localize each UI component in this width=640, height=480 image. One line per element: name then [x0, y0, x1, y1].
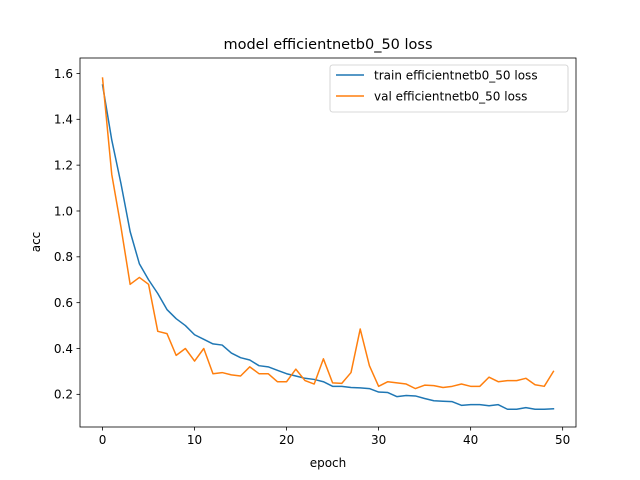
y-tick-label-0: 0.2 — [54, 388, 73, 402]
x-axis-label: epoch — [310, 456, 347, 470]
series-line-0 — [101, 84, 555, 410]
y-tick-label-5: 1.2 — [54, 158, 73, 172]
axes-frame — [79, 57, 577, 428]
x-tick-label-2: 20 — [279, 433, 294, 447]
y-tick-label-3: 0.8 — [54, 250, 73, 264]
legend: train efficientnetb0_50 loss val efficien… — [329, 64, 569, 113]
y-tick-label-1: 0.4 — [54, 342, 73, 356]
series-line-1 — [101, 77, 555, 390]
x-tick-label-0: 0 — [99, 433, 107, 447]
legend-box — [329, 64, 569, 113]
chart-title: model efficientnetb0_50 loss — [223, 37, 432, 53]
y-axis-label: acc — [29, 232, 43, 253]
x-tick-label-5: 50 — [555, 433, 570, 447]
legend-label-1: val efficientnetb0_50 loss — [374, 90, 527, 104]
x-tick-label-3: 30 — [371, 433, 386, 447]
x-tick-label-4: 40 — [463, 433, 478, 447]
y-tick-label-6: 1.4 — [54, 113, 73, 127]
y-tick-label-4: 1.0 — [54, 204, 73, 218]
x-tick-label-1: 10 — [187, 433, 202, 447]
y-tick-label-7: 1.6 — [54, 67, 73, 81]
y-tick-label-2: 0.6 — [54, 296, 73, 310]
legend-label-0: train efficientnetb0_50 loss — [374, 69, 538, 83]
plot-area: 0 10 20 30 40 50 0.2 0.4 0.6 0.8 1.0 1.2 1.4 1.6 — [54, 57, 577, 447]
